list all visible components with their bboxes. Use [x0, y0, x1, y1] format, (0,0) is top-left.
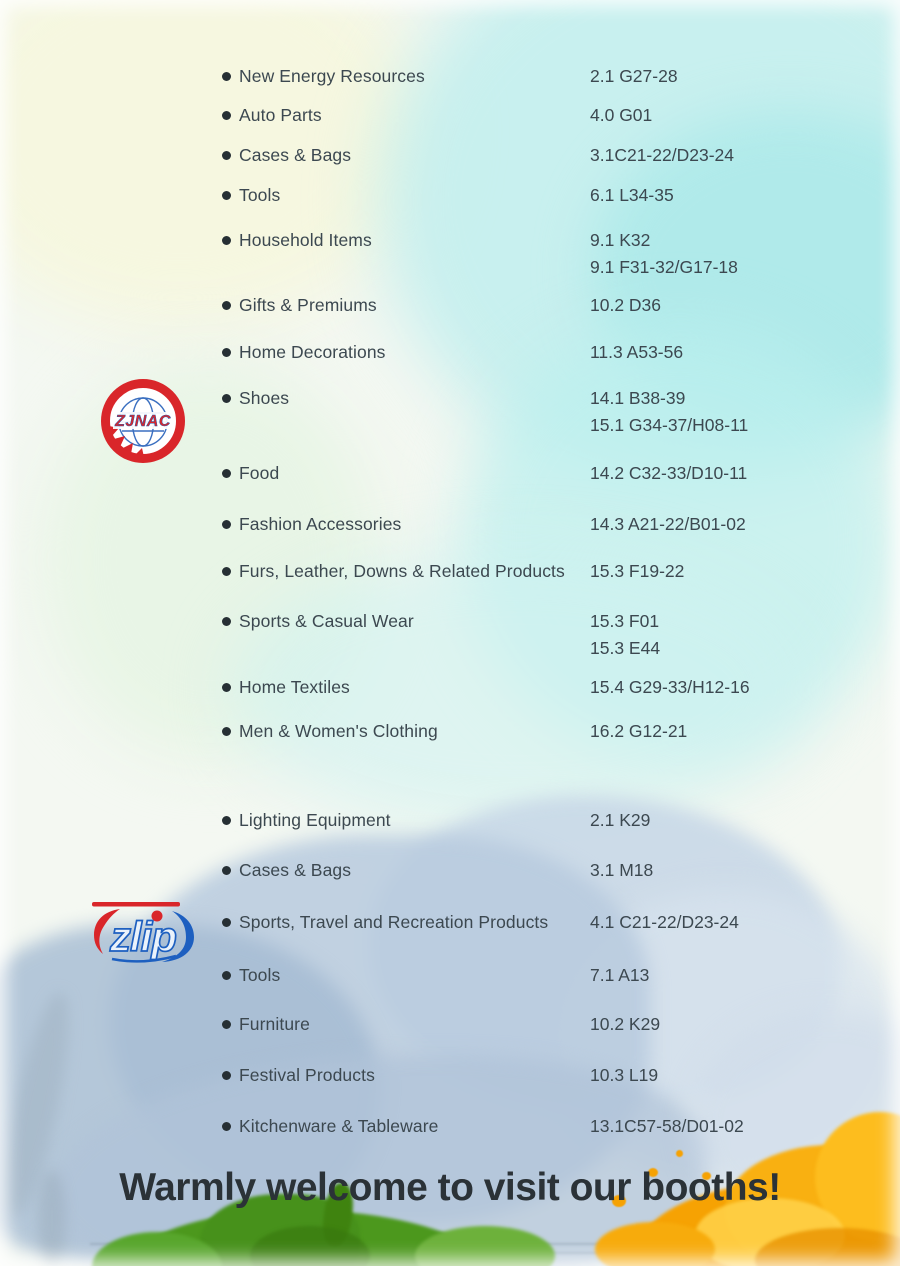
category-label: Auto Parts — [239, 105, 322, 125]
booth-location: 13.1C57-58/D01-02 — [590, 1116, 744, 1136]
bullet-icon — [222, 1020, 231, 1029]
bullet-icon — [222, 617, 231, 626]
category-label: Sports & Casual Wear — [239, 611, 414, 631]
booth-location: 6.1 L34-35 — [590, 185, 674, 205]
booth-location: 4.0 G01 — [590, 105, 653, 125]
booth-location: 14.3 A21-22/B01-02 — [590, 514, 746, 534]
category-label: Men & Women's Clothing — [239, 721, 438, 741]
category-label: Home Textiles — [239, 677, 350, 697]
booth-location: 10.2 K29 — [590, 1014, 661, 1034]
zlip-logo-underline — [111, 954, 177, 963]
booth-location: 9.1 K32 9.1 F31-32/G17-18 — [590, 230, 738, 277]
category-label: Sports, Travel and Recreation Products — [239, 912, 549, 932]
bullet-icon — [222, 111, 231, 120]
bullet-icon — [222, 191, 231, 200]
booth-location: 7.1 A13 — [590, 965, 650, 985]
category-label: Furniture — [239, 1014, 310, 1034]
booth-location: 14.1 B38-39 15.1 G34-37/H08-11 — [590, 388, 749, 435]
bullet-icon — [222, 520, 231, 529]
category-label: New Energy Resources — [239, 66, 425, 86]
orange-droplet — [676, 1150, 683, 1157]
booth-location: 10.3 L19 — [590, 1065, 659, 1085]
category-label: Cases & Bags — [239, 145, 352, 165]
bullet-icon — [222, 151, 231, 160]
booth-location: 15.3 F19-22 — [590, 561, 685, 581]
booth-location: 16.2 G12-21 — [590, 721, 688, 741]
zlip-logo-left-swoosh — [94, 909, 120, 954]
orange-droplet — [648, 1168, 658, 1177]
bullet-icon — [222, 469, 231, 478]
booth-location: 4.1 C21-22/D23-24 — [590, 912, 739, 932]
bullet-icon — [222, 727, 231, 736]
bullet-icon — [222, 683, 231, 692]
booth-location: 15.4 G29-33/H12-16 — [590, 677, 750, 697]
booth-location: 11.3 A53-56 — [590, 342, 684, 362]
orange-droplet — [612, 1195, 626, 1207]
category-label: Kitchenware & Tableware — [239, 1116, 439, 1136]
category-label: Fashion Accessories — [239, 514, 402, 534]
booth-location: 3.1C21-22/D23-24 — [590, 145, 734, 165]
welcome-banner: Warmly welcome to visit our booths! — [119, 1166, 781, 1209]
category-label: Shoes — [239, 388, 290, 408]
bullet-icon — [222, 301, 231, 310]
bullet-icon — [222, 72, 231, 81]
zlip-logo-topbar — [92, 902, 180, 907]
zlip-logo-i-dot — [151, 910, 163, 922]
bullet-icon — [222, 236, 231, 245]
category-label: Home Decorations — [239, 342, 386, 362]
bullet-icon — [222, 1122, 231, 1131]
booth-location: 15.3 F01 15.3 E44 — [590, 611, 661, 658]
booth-location: 2.1 K29 — [590, 810, 651, 830]
bullet-icon — [222, 1071, 231, 1080]
booth-location: 3.1 M18 — [590, 860, 654, 880]
category-label: Furs, Leather, Downs & Related Products — [239, 561, 565, 581]
bullet-icon — [222, 866, 231, 875]
category-label: Tools — [239, 965, 281, 985]
zlip-logo: zlip — [84, 899, 204, 969]
booth-location: 10.2 D36 — [590, 295, 662, 315]
category-label: Festival Products — [239, 1065, 375, 1085]
booth-location: 2.1 G27-28 — [590, 66, 678, 86]
orange-droplet — [702, 1172, 711, 1180]
zlip-logo-right-swoosh — [162, 911, 194, 962]
category-label: Household Items — [239, 230, 372, 250]
bullet-icon — [222, 971, 231, 980]
category-label: Lighting Equipment — [239, 810, 391, 830]
zjnac-logo: ZJNAC — [100, 378, 186, 464]
bullet-icon — [222, 348, 231, 357]
bullet-icon — [222, 567, 231, 576]
booth-location: 14.2 C32-33/D10-11 — [590, 463, 748, 483]
category-label: Cases & Bags — [239, 860, 352, 880]
category-label: Tools — [239, 185, 281, 205]
category-label: Gifts & Premiums — [239, 295, 377, 315]
zjnac-logo-text: ZJNAC — [114, 413, 171, 430]
category-label: Food — [239, 463, 280, 483]
bullet-icon — [222, 918, 231, 927]
bullet-icon — [222, 394, 231, 403]
zlip-logo-text: zlip — [109, 913, 176, 960]
bullet-icon — [222, 816, 231, 825]
